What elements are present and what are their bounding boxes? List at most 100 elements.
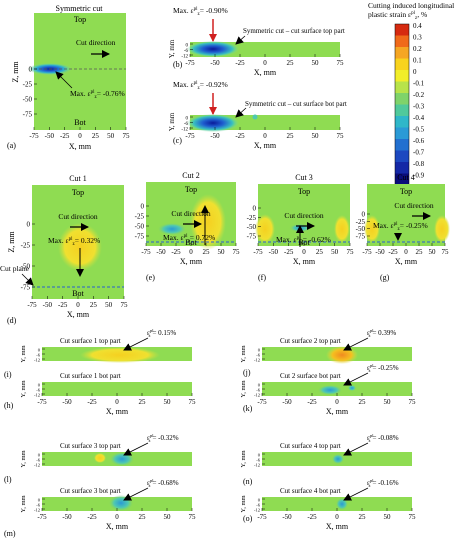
colorbar-tick-label: 0.4 — [413, 22, 422, 30]
surface-m-ytick-label: 0 — [38, 498, 41, 503]
cut-2-bot: Bot — [185, 238, 197, 247]
surface-h-ytick-label: 0 — [38, 348, 41, 353]
panel-b-max-label: Max. ε — [173, 6, 194, 15]
surface-m-letter: (m) — [4, 529, 16, 538]
surface-j-eps-text: εpl z = 0.39% — [367, 328, 396, 338]
surface-o-xtick-label: -75 — [257, 513, 267, 521]
surface-h-eps-symbol: ε — [147, 329, 150, 337]
surface-i-xlabel: X, mm — [106, 407, 129, 416]
surface-m-eps-text: εpl z = -0.68% — [147, 478, 179, 488]
surface-o-arrow — [343, 487, 369, 501]
panel-c-xtick-label: 50 — [312, 132, 320, 140]
surface-k-xtick-label: -25 — [307, 398, 317, 406]
cut-4-ytick-label: -25 — [356, 218, 366, 226]
cut-4-plot — [367, 184, 445, 246]
panel-c-ytick-label: -12 — [181, 128, 188, 133]
cut-2-xticks: -75 -50 -25 0 25 50 75 — [141, 243, 240, 256]
surface-k-eps-sub: z — [368, 368, 370, 373]
surface-h-eps-text: εpl z = 0.15% — [147, 328, 176, 338]
surface-o-caption: Cut surface 4 bot part — [280, 487, 341, 495]
surface-i-xtick-label: -25 — [87, 398, 97, 406]
panel-a-xtick-label: 0 — [78, 132, 82, 140]
colorbar-title-line1: Cutting induced longitudinal — [368, 1, 454, 10]
surface-h-eps-sup: pl — [150, 328, 154, 333]
colorbar-swatch — [395, 47, 409, 59]
cut-3-max-sub: z — [301, 241, 304, 246]
cut-1-max-label: Max. ε — [48, 236, 69, 245]
cut-3-xtick-label: -75 — [253, 248, 263, 256]
panel-c-xtick-label: 0 — [263, 132, 267, 140]
surface-m-ytick-label: -6 — [36, 503, 40, 508]
cut-2-xtick-label: 50 — [218, 248, 226, 256]
colorbar-tick-label: -0.8 — [413, 160, 425, 168]
surface-l-ytick-label: -6 — [36, 458, 40, 463]
surface-o-eps-symbol: ε — [367, 479, 370, 487]
surface-k-eps-sup: pl — [370, 363, 374, 368]
surface-j-eps-value: = 0.39% — [372, 329, 396, 337]
colorbar-swatch — [395, 116, 409, 128]
cut-3-xtick-label: 0 — [302, 248, 306, 256]
cut-4-xtick-label: -25 — [388, 248, 398, 256]
surface-j-eps-symbol: ε — [367, 329, 370, 337]
surface-o-yticks: 0-6-12 — [254, 498, 265, 513]
cut-2-max-sup: pl — [184, 234, 189, 239]
panel-b-ylabel: Y, mm — [168, 39, 176, 58]
surface-n-letter: (n) — [243, 477, 253, 486]
colorbar: Cutting induced longitudinal plastic str… — [368, 1, 454, 186]
surface-o-xlabel: X, mm — [326, 522, 349, 531]
cut-2-max-value: = 0.72% — [190, 233, 215, 242]
colorbar-tick-label: -0.5 — [413, 126, 425, 134]
cut-2-max-text: Max. εplz= 0.72% — [163, 233, 215, 244]
surface-i-ytick-label: 0 — [38, 383, 41, 388]
surface-o-xtick-label: -50 — [282, 513, 292, 521]
cut-1-max-sub: z — [73, 242, 76, 247]
surface-j-arrow — [343, 337, 369, 351]
colorbar-title-text: plastic strain ε — [368, 10, 411, 19]
panel-c-ytick-label: -6 — [184, 122, 189, 127]
cut-4-ytick-label: -75 — [356, 233, 366, 241]
colorbar-tick-label: -0.2 — [413, 91, 425, 99]
cut-2-ytick-label: -75 — [135, 233, 145, 241]
surface-j-caption: Cut surface 2 top part — [280, 337, 341, 345]
colorbar-tick-label: -0.1 — [413, 80, 425, 88]
panel-c-caption: Symmetric cut – cut surface bot part — [245, 100, 347, 108]
panel-a: Symmetric cut Top Bot Cut direction Max.… — [7, 4, 130, 151]
surface-k-xtick-label: 75 — [409, 398, 417, 406]
cut-4-panel: Cut 4 Top Cut direction Max. εplz= -0.25% -7… — [356, 173, 450, 282]
panel-b-max-sup: pl — [194, 7, 199, 12]
panel-a-xtick-label: 50 — [107, 132, 115, 140]
colorbar-swatch — [395, 150, 409, 162]
panel-c-letter: (c) — [173, 136, 182, 145]
surface-o-ytick-label: 0 — [258, 498, 261, 503]
surface-m-arrow — [123, 487, 149, 501]
panel-b-xtick-label: 75 — [337, 59, 345, 67]
surface-o-xtick-label: 0 — [335, 513, 339, 521]
surface-i-xtick-label: 25 — [139, 398, 147, 406]
colorbar-title-unit: , % — [417, 10, 427, 19]
panel-a-xtick-label: 75 — [123, 132, 131, 140]
surface-m-caption: Cut surface 3 bot part — [60, 487, 121, 495]
cut-1-xticks: -75 -50 -25 0 25 50 75 — [27, 296, 128, 309]
cut-3-max-sup: pl — [297, 236, 302, 241]
surface-j-eps-sub: z — [368, 333, 370, 338]
cut-2-xtick-label: 75 — [233, 248, 241, 256]
colorbar-swatch — [395, 139, 409, 151]
panel-a-xtick-label: -25 — [60, 132, 70, 140]
surface-m-xtick-label: -50 — [62, 513, 72, 521]
surface-o-xtick-label: 25 — [359, 513, 367, 521]
surface-i-xtick-label: 75 — [189, 398, 197, 406]
cut-1-ytick-label: -75 — [21, 284, 31, 292]
surface-m-ytick-label: -12 — [34, 508, 40, 513]
panel-c-xticks: -75 -50 -25 0 25 50 75 — [185, 127, 344, 140]
cut-2-ytick-label: -50 — [135, 223, 145, 231]
panel-b-max-sub: z — [198, 12, 201, 17]
cut-3-xtick-label: -25 — [284, 248, 294, 256]
colorbar-tick-label: -0.6 — [413, 137, 425, 145]
cut-4-max-label: Max. ε — [373, 221, 394, 230]
cut-4-max-text: Max. εplz= -0.25% — [373, 221, 428, 232]
surface-k-arrow — [343, 372, 369, 386]
surface-h-letter: (h) — [4, 401, 14, 410]
surface-n-yticks: 0-6-12 — [254, 453, 265, 468]
